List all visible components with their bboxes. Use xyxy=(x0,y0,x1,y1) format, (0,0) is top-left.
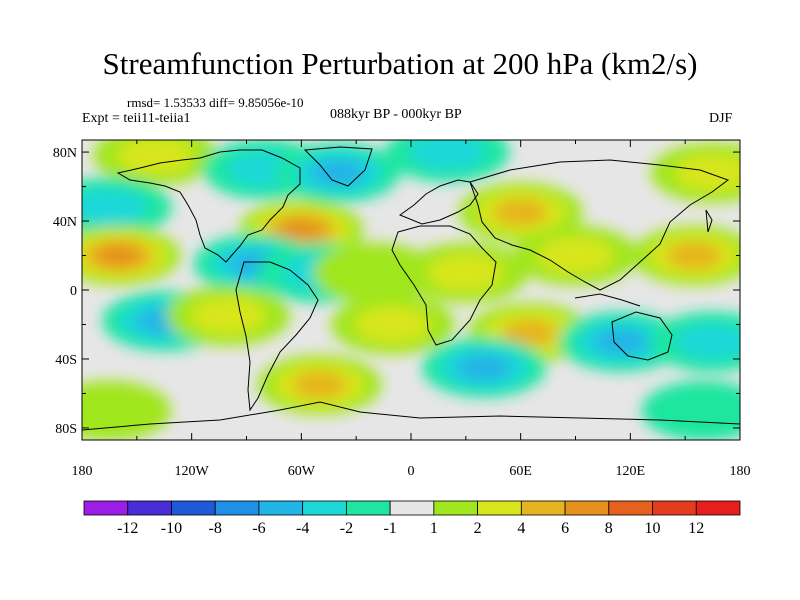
field-anomaly-0 xyxy=(116,140,194,174)
axis-ticks xyxy=(81,140,741,440)
colorbar-label: 8 xyxy=(605,520,613,537)
field-anomaly-19 xyxy=(593,328,649,356)
field-anomaly-10 xyxy=(493,199,549,226)
colorbar-label: 10 xyxy=(645,520,661,537)
colorbar-swatch xyxy=(477,500,522,516)
lon-label: 120W xyxy=(175,464,210,479)
lat-label: 40S xyxy=(55,353,77,368)
colorbar-swatch xyxy=(433,500,479,516)
field-contours xyxy=(82,140,740,440)
colorbar-label: -4 xyxy=(296,520,309,537)
lat-label: 80S xyxy=(55,422,77,437)
lon-label: 0 xyxy=(408,464,415,479)
colorbar-swatch xyxy=(520,500,566,516)
lon-label: 180 xyxy=(72,464,93,479)
colorbar-swatch xyxy=(302,500,347,516)
colorbar-labels: -12 -10 -8 -6 -4 -2 -1 1 2 4 6 8 10 12 xyxy=(117,520,704,537)
lat-labels: 80N 40N 0 40S 80S xyxy=(53,146,77,437)
lon-label: 120E xyxy=(616,464,646,479)
colorbar-label: 1 xyxy=(430,520,438,537)
colorbar-label: -1 xyxy=(383,520,396,537)
field-anomaly-24 xyxy=(641,380,740,440)
colorbar-swatch xyxy=(608,500,653,516)
experiment-label: Expt = teii11-teiia1 xyxy=(82,111,191,126)
field-anomaly-12 xyxy=(666,242,722,269)
colorbar-swatch xyxy=(389,500,435,516)
colorbar-label: 2 xyxy=(474,520,482,537)
colorbar-swatch xyxy=(127,500,172,516)
colorbar-label: -6 xyxy=(252,520,265,537)
field-anomaly-22 xyxy=(456,354,512,381)
field-anomaly-2 xyxy=(310,159,366,187)
colorbar-label: 12 xyxy=(688,520,704,537)
colorbar-label: -10 xyxy=(161,520,182,537)
field-anomaly-23 xyxy=(82,380,172,440)
lon-label: 60E xyxy=(509,464,532,479)
colorbar-label: -12 xyxy=(117,520,138,537)
stats-text: rmsd= 1.53533 diff= 9.85056e-10 xyxy=(127,95,304,110)
colorbar xyxy=(83,500,741,516)
lon-label: 60W xyxy=(288,464,316,479)
colorbar-swatch xyxy=(171,500,216,516)
colorbar-swatch xyxy=(214,500,260,516)
period-label: 088kyr BP - 000kyr BP xyxy=(330,107,462,122)
lon-label: 180 xyxy=(730,464,751,479)
colorbar-swatch xyxy=(652,500,697,516)
field-anomaly-4 xyxy=(82,188,148,226)
map-title: Streamfunction Perturbation at 200 hPa (… xyxy=(102,46,698,81)
lat-label: 40N xyxy=(53,215,77,230)
coastlines xyxy=(82,146,740,431)
field-anomaly-9 xyxy=(312,242,437,303)
field-anomaly-17 xyxy=(354,306,431,343)
field-anomaly-13 xyxy=(674,154,740,192)
colorbar-swatch xyxy=(258,500,304,516)
field-anomaly-21 xyxy=(292,371,348,399)
colorbar-swatch xyxy=(83,500,129,516)
lat-label: 0 xyxy=(70,284,77,299)
field-anomaly-20 xyxy=(674,323,740,361)
colorbar-label: 4 xyxy=(517,520,525,537)
field-anomaly-11 xyxy=(537,237,614,274)
field-anomaly-14 xyxy=(427,254,504,292)
field-anomaly-16 xyxy=(190,297,267,335)
season-label: DJF xyxy=(709,111,733,126)
lat-label: 80N xyxy=(53,146,77,161)
field-anomaly-3 xyxy=(409,140,486,171)
colorbar-swatch xyxy=(345,500,391,516)
lon-labels: 180 120W 60W 0 60E 120E 180 xyxy=(72,464,751,479)
colorbar-label: -2 xyxy=(340,520,353,537)
field-anomaly-6 xyxy=(96,245,141,266)
field-anomaly-5 xyxy=(279,219,323,241)
colorbar-label: 6 xyxy=(561,520,569,537)
colorbar-swatch xyxy=(564,500,610,516)
field-anomaly-18 xyxy=(502,319,558,347)
colorbar-swatch xyxy=(695,500,741,516)
colorbar-label: -8 xyxy=(209,520,222,537)
